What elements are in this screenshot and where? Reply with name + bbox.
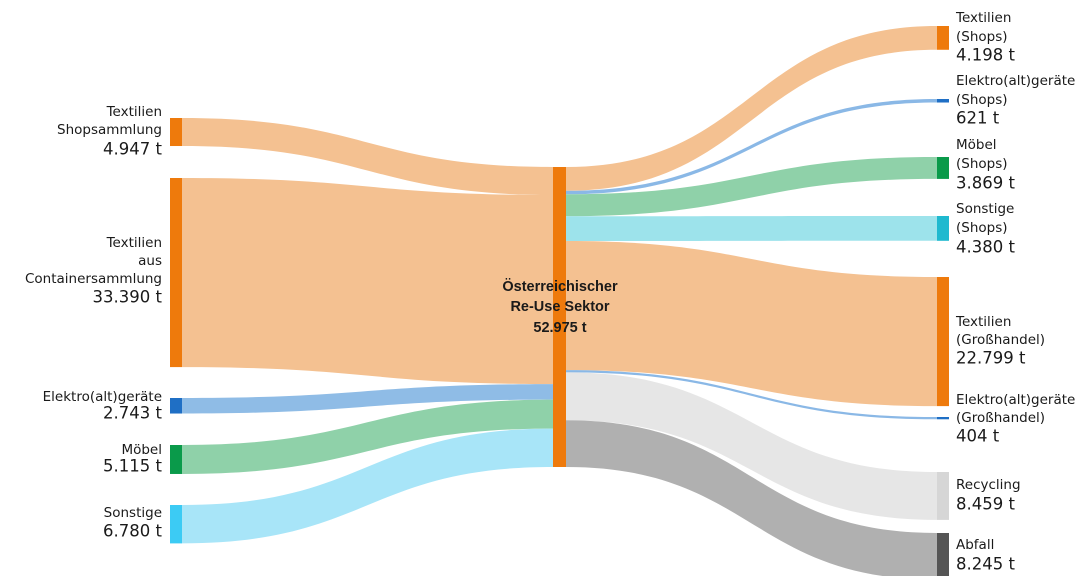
node — [937, 417, 949, 420]
node-name: (Shops) — [956, 92, 1008, 108]
node-value: 4.947 t — [103, 140, 162, 159]
node — [170, 505, 182, 544]
node — [937, 157, 949, 179]
flow — [566, 420, 937, 576]
node — [170, 398, 182, 414]
node-value: 6.780 t — [103, 522, 162, 541]
flow — [566, 99, 937, 195]
node — [170, 178, 182, 368]
flow — [566, 157, 937, 217]
flow — [182, 384, 553, 414]
node-value: 33.390 t — [93, 288, 163, 307]
node-name: Abfall — [956, 537, 994, 553]
node-name: (Großhandel) — [956, 410, 1045, 426]
node-name: Sonstige — [956, 201, 1014, 217]
node-name: Shopsammlung — [57, 122, 162, 138]
node — [937, 99, 949, 103]
node-value: 8.245 t — [956, 555, 1015, 574]
node-value: 404 t — [956, 427, 1000, 446]
node-value: 4.198 t — [956, 46, 1015, 65]
flow — [182, 118, 553, 196]
center-name: Österreichischer — [502, 278, 618, 295]
flow — [566, 216, 937, 242]
node-name: Elektro(alt)geräte — [43, 389, 162, 405]
node — [937, 533, 949, 576]
node — [553, 167, 566, 467]
flow — [566, 372, 937, 520]
flow — [566, 26, 937, 191]
node-name: Textilien — [106, 104, 162, 120]
node-value: 4.380 t — [956, 238, 1015, 257]
node-name: (Großhandel) — [956, 332, 1045, 348]
node-name: Elektro(alt)geräte — [956, 392, 1075, 408]
node-name: Textilien — [106, 235, 162, 251]
node — [170, 445, 182, 474]
node — [937, 472, 949, 520]
node — [937, 26, 949, 50]
center-name: Re-Use Sektor — [510, 299, 609, 315]
node-name: Sonstige — [104, 505, 162, 521]
node-value: 8.459 t — [956, 495, 1015, 514]
flow — [566, 370, 937, 420]
node-name: Möbel — [121, 442, 162, 458]
center-value: 52.975 t — [533, 320, 586, 336]
node-value: 2.743 t — [103, 404, 162, 423]
flow — [182, 399, 553, 474]
flow — [182, 178, 553, 385]
node-name: Möbel — [956, 137, 997, 153]
node-value: 3.869 t — [956, 174, 1015, 193]
node — [937, 277, 949, 407]
node-value: 5.115 t — [103, 457, 162, 476]
node-name: Recycling — [956, 477, 1021, 493]
node-name: (Shops) — [956, 156, 1008, 172]
node-name: Elektro(alt)geräte — [956, 73, 1075, 89]
flow — [182, 428, 553, 544]
node-value: 621 t — [956, 109, 1000, 128]
node — [937, 216, 949, 241]
node — [170, 118, 182, 147]
node-value: 22.799 t — [956, 349, 1026, 368]
node-name: Textilien — [955, 314, 1011, 330]
flow — [566, 241, 937, 407]
node-name: Containersammlung — [25, 271, 162, 287]
node-name: Textilien — [955, 10, 1011, 26]
node-name: (Shops) — [956, 29, 1008, 45]
node-name: aus — [138, 253, 162, 269]
node-name: (Shops) — [956, 220, 1008, 236]
